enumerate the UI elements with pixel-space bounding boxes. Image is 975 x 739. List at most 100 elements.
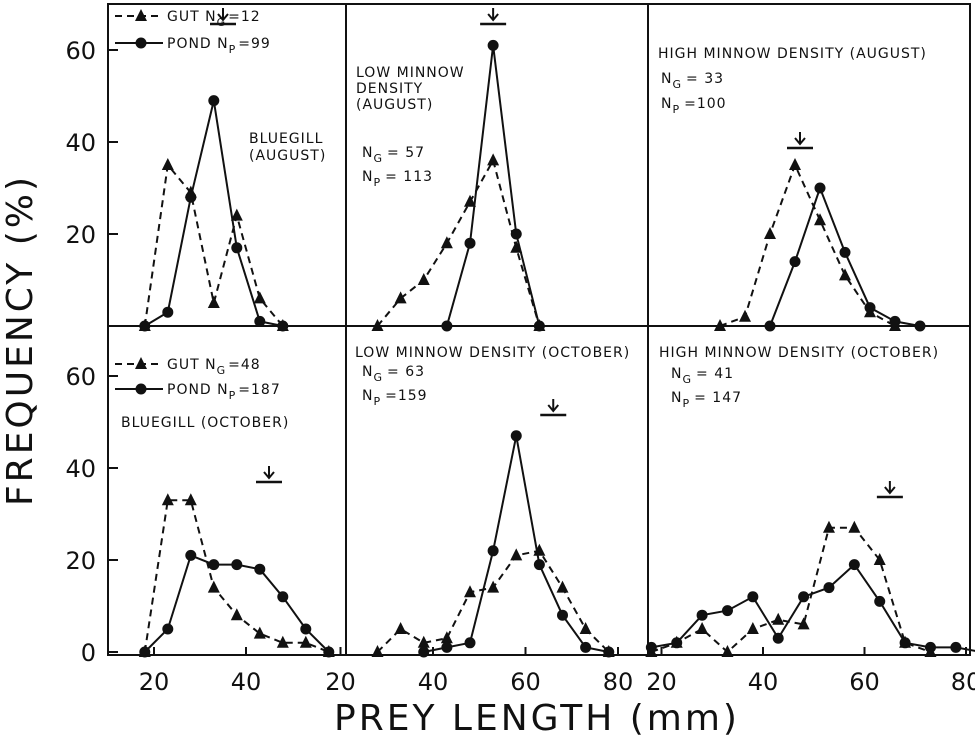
triangle-marker: [487, 580, 500, 593]
circle-marker: [772, 632, 784, 644]
series-line-pond: [651, 563, 975, 652]
x-tick-label: 20: [646, 668, 677, 696]
circle-marker: [603, 646, 615, 658]
circle-marker: [814, 182, 826, 194]
pond-count: NP =159: [362, 388, 428, 408]
y-tick-label: 40: [65, 129, 96, 157]
triangle-marker: [464, 585, 476, 598]
triangle-marker: [230, 608, 243, 621]
circle-marker: [874, 595, 886, 607]
circle-marker: [464, 237, 476, 249]
triangle-marker: [253, 291, 266, 304]
arrow-icon: [487, 13, 499, 22]
arrow-icon: [263, 471, 275, 480]
circle-marker: [914, 320, 926, 332]
legend-gut-label: GUT NG =12: [167, 9, 261, 29]
x-tick-label: 60: [849, 668, 880, 696]
panel-annotation: HIGH MINNOW DENSITY (OCTOBER): [659, 345, 939, 361]
circle-marker: [231, 559, 243, 571]
circle-marker: [950, 641, 962, 653]
circle-marker: [533, 320, 545, 332]
circle-marker: [924, 641, 936, 653]
circle-marker: [696, 609, 708, 621]
circle-marker: [487, 545, 499, 557]
circle-marker: [798, 591, 810, 603]
pond-count: NP =100: [661, 96, 727, 116]
panel-annotation: LOW MINNOW DENSITY (OCTOBER): [355, 345, 630, 361]
triangle-marker: [772, 612, 785, 625]
panel-bottom-middle: LOW MINNOW DENSITY (OCTOBER) NG = 63 NP =159: [355, 345, 630, 658]
gut-count: NG = 33: [661, 71, 724, 91]
x-tick-label: 40: [748, 668, 779, 696]
arrow-icon: [794, 137, 806, 146]
triangle-marker: [276, 635, 289, 648]
gut-count: NG = 63: [362, 364, 425, 384]
circle-marker: [889, 315, 901, 327]
circle-marker: [671, 637, 683, 649]
triangle-marker: [746, 622, 759, 634]
circle-marker: [764, 320, 776, 332]
triangle-marker: [873, 553, 886, 565]
triangle-marker: [371, 645, 384, 657]
triangle-marker: [440, 236, 453, 249]
triangle-marker: [207, 296, 220, 308]
panel-annotation: BLUEGILL: [249, 131, 323, 147]
circle-marker: [839, 246, 851, 258]
circle-marker: [747, 591, 759, 603]
circle-marker: [580, 641, 592, 653]
series-line-gut: [651, 526, 931, 654]
circle-marker: [721, 605, 733, 617]
triangle-marker: [822, 520, 835, 533]
y-tick-label: 60: [65, 37, 96, 65]
series-line-gut: [719, 162, 896, 327]
arrow-icon: [884, 486, 896, 495]
circle-marker: [135, 383, 147, 395]
circle-marker: [277, 320, 289, 332]
triangle-marker: [135, 9, 147, 21]
triangle-marker: [394, 622, 407, 634]
triangle-marker: [371, 319, 384, 331]
y-tick-label: 0: [81, 639, 96, 667]
triangle-marker: [487, 153, 500, 166]
circle-marker: [185, 549, 197, 561]
triangle-marker: [253, 626, 266, 639]
panel-top-right: HIGH MINNOW DENSITY (AUGUST) NG = 33 NP =100: [658, 46, 927, 332]
panel-annotation: HIGH MINNOW DENSITY (AUGUST): [658, 46, 927, 62]
figure-frame: [107, 3, 971, 656]
x-tick-label: 40: [231, 668, 262, 696]
circle-marker: [789, 256, 801, 268]
circle-marker: [464, 637, 476, 649]
panel-annotation: BLUEGILL (OCTOBER): [121, 415, 289, 431]
circle-marker: [208, 559, 220, 571]
x-tick-label: 20: [325, 668, 356, 696]
panel-bottom-left: BLUEGILL (OCTOBER) GUT NG =48 POND NP =187: [115, 357, 335, 658]
circle-marker: [139, 646, 151, 658]
legend-gut-label: GUT NG =48: [167, 357, 261, 377]
triangle-marker: [135, 357, 147, 369]
y-tick-label: 20: [65, 221, 96, 249]
circle-marker: [557, 609, 568, 621]
panel-annotation: DENSITY: [356, 81, 423, 97]
gut-count: NG = 57: [362, 145, 425, 165]
circle-marker: [323, 646, 335, 658]
triangle-marker: [417, 635, 430, 648]
x-tick-label: 40: [418, 668, 449, 696]
circle-marker: [135, 37, 147, 49]
pond-count: NP = 113: [362, 169, 433, 189]
circle-marker: [864, 302, 876, 314]
triangle-marker: [230, 208, 243, 221]
series-line-gut: [376, 549, 610, 653]
circle-marker: [254, 315, 266, 327]
triangle-marker: [789, 158, 801, 170]
triangle-marker: [839, 268, 851, 281]
triangle-marker: [464, 194, 476, 207]
y-tick-label: 20: [65, 547, 96, 575]
circle-marker: [848, 559, 860, 571]
arrow-icon: [217, 13, 229, 22]
circle-marker: [254, 563, 266, 575]
triangle-marker: [510, 548, 523, 561]
y-tick-label: 60: [65, 363, 96, 391]
circle-marker: [277, 591, 289, 603]
